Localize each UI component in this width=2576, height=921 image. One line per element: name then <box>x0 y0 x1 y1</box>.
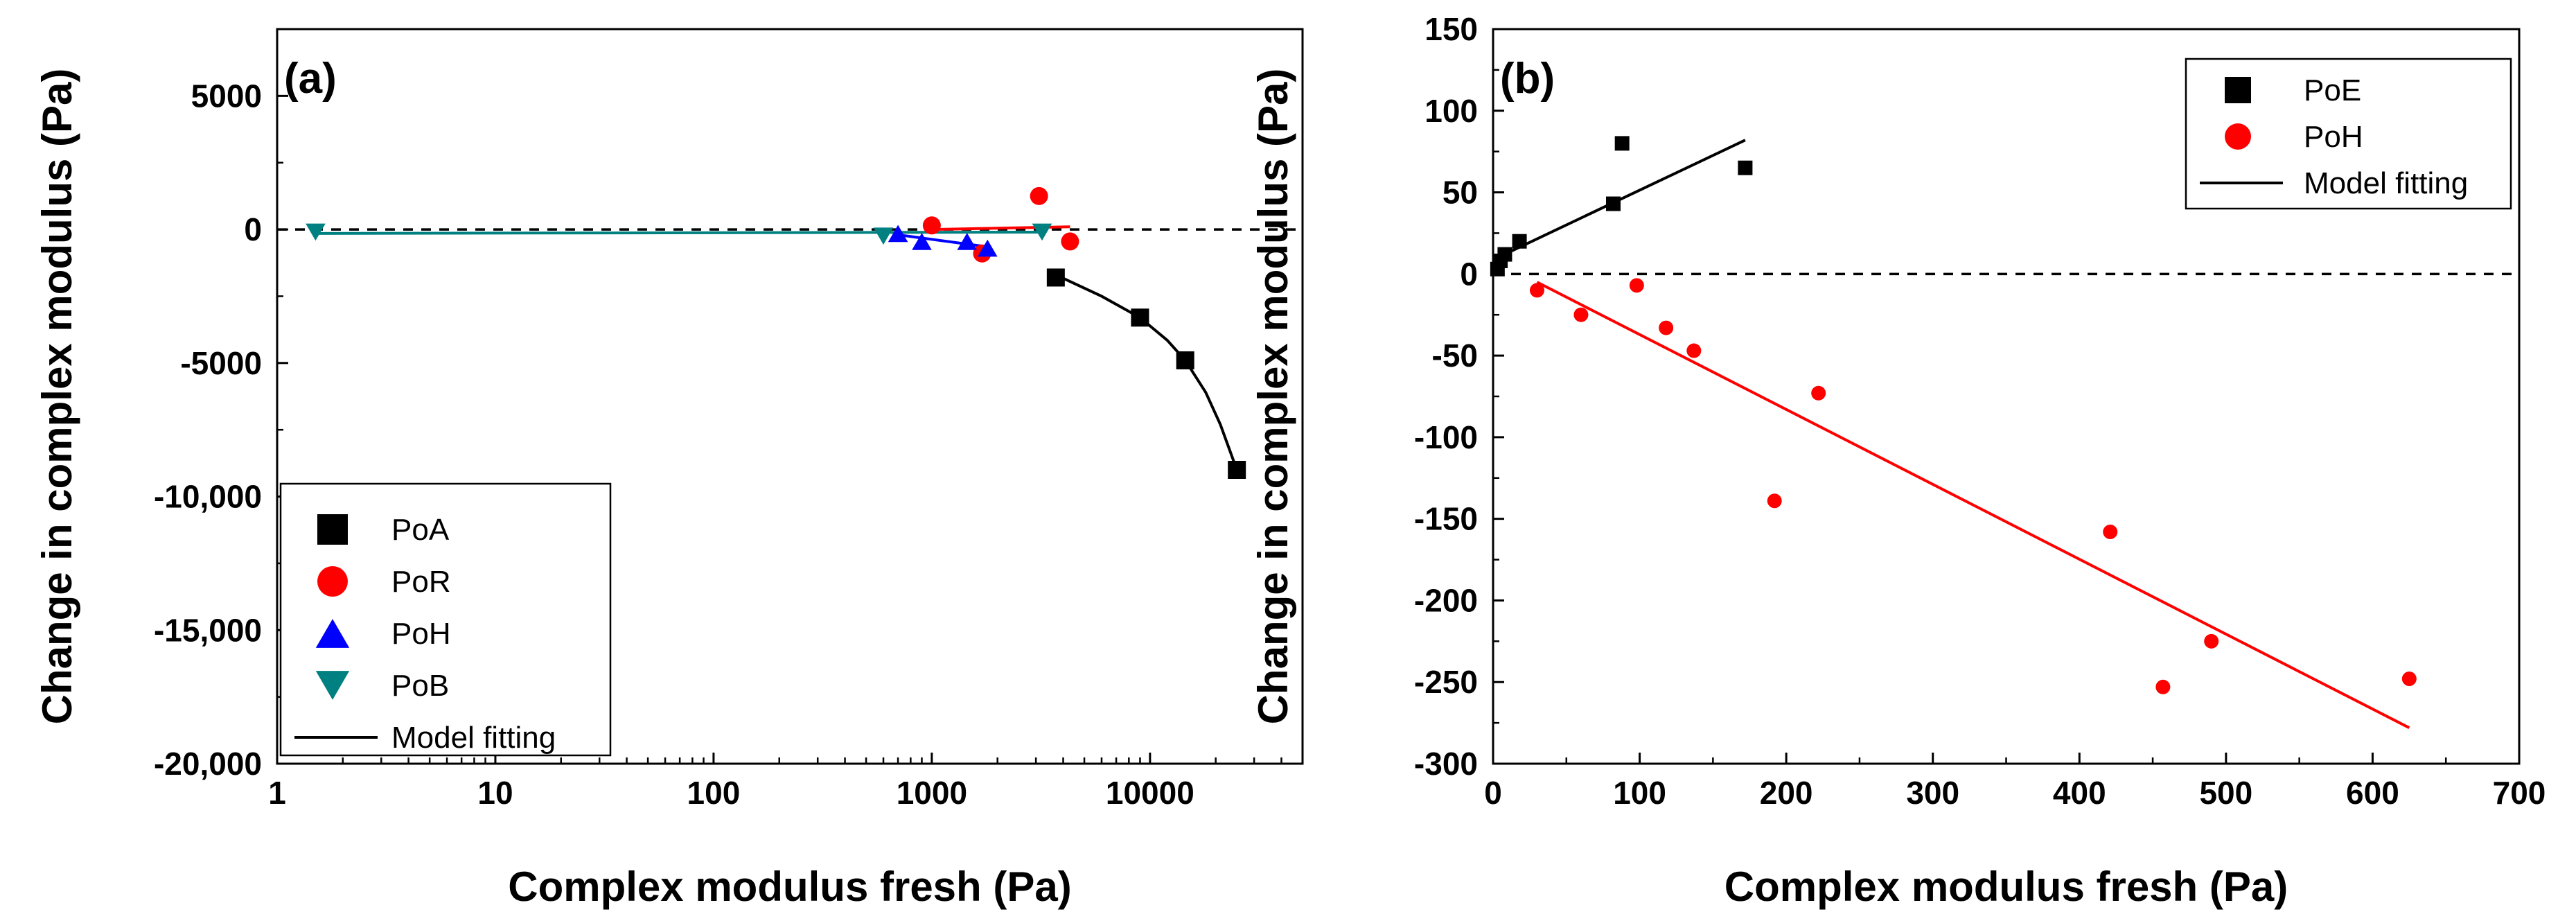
b-point-poe <box>1605 196 1621 211</box>
a-x-tick-label: 100 <box>687 775 741 811</box>
b-legend-label: PoE <box>2304 73 2361 107</box>
a-y-tick-label: -10,000 <box>154 479 262 515</box>
b-point-poe <box>1738 160 1753 175</box>
b-point-poe <box>1497 247 1512 262</box>
b-x-tick-label: 700 <box>2493 775 2546 811</box>
a-legend-symbol-pob <box>315 671 350 700</box>
b-x-tick-label: 100 <box>1613 775 1666 811</box>
b-point-poh <box>1659 320 1674 335</box>
b-point-poh <box>2401 672 2417 687</box>
b-x-axis-title: Complex modulus fresh (Pa) <box>1724 863 2288 910</box>
a-point-poa <box>1228 461 1246 479</box>
a-legend-label: PoR <box>391 565 451 599</box>
a-fit-line <box>1055 273 1239 471</box>
b-point-poh <box>1686 343 1702 358</box>
b-point-poh <box>2155 679 2171 694</box>
b-x-tick-label: 0 <box>1484 775 1502 811</box>
b-point-poh <box>1573 307 1589 322</box>
a-y-tick-label: -15,000 <box>154 612 262 648</box>
a-legend-label: PoA <box>391 513 450 547</box>
b-y-axis-title: Change in complex modulus (Pa) <box>1250 69 1296 725</box>
a-x-tick-label: 1 <box>268 775 286 811</box>
b-legend: PoE PoH Model fitting <box>2185 58 2512 210</box>
panel-a: 1 10 100 1000 10000 5000 0 -5000 -10,000 -15,000 -… <box>34 28 1304 910</box>
a-point-pob <box>306 223 326 241</box>
a-legend-symbol-poh <box>315 619 350 648</box>
b-x-tick-label: 200 <box>1760 775 1813 811</box>
b-x-tick-label: 600 <box>2346 775 2399 811</box>
b-point-poe <box>1512 234 1527 249</box>
b-y-tick-label: -100 <box>1414 419 1478 455</box>
a-legend-symbol-poa <box>317 514 348 545</box>
b-x-tick-label: 500 <box>2199 775 2252 811</box>
a-legend-label: PoH <box>391 617 451 651</box>
a-legend: PoA PoR PoH PoB Model fitting <box>279 482 612 757</box>
a-y-tick-label: -5000 <box>180 345 262 381</box>
a-point-pob <box>873 227 894 245</box>
a-point-poa <box>1046 268 1065 287</box>
b-y-tick-label: -300 <box>1414 746 1478 782</box>
b-fit-line <box>1497 139 1746 259</box>
b-point-poh <box>1811 385 1826 401</box>
b-legend-label: Model fitting <box>2304 166 2468 200</box>
a-point-por <box>922 216 941 235</box>
b-y-tick-label: 100 <box>1424 93 1478 129</box>
a-point-poa <box>1176 351 1194 369</box>
a-point-por <box>1061 232 1079 251</box>
a-y-tick-label: 5000 <box>191 78 262 114</box>
a-y-axis-title: Change in complex modulus (Pa) <box>34 69 80 725</box>
b-panel-label: (b) <box>1500 55 1555 103</box>
b-point-poe <box>1614 136 1630 151</box>
a-plot-frame <box>276 28 1304 765</box>
a-point-poa <box>1131 308 1149 327</box>
b-point-poh <box>1767 493 1782 509</box>
a-point-pob <box>1032 223 1052 241</box>
b-legend-symbol-poh <box>2225 123 2251 150</box>
b-y-tick-label: -200 <box>1414 582 1478 618</box>
b-y-tick-label: -250 <box>1414 664 1478 700</box>
b-point-poh <box>2103 525 2118 540</box>
a-legend-label: PoB <box>391 669 449 703</box>
a-legend-label: Model fitting <box>391 721 556 755</box>
b-legend-label: PoH <box>2304 120 2363 154</box>
a-x-tick-label: 10000 <box>1106 775 1194 811</box>
a-y-tick-label: 0 <box>244 211 262 247</box>
b-point-poh <box>1529 283 1544 298</box>
b-y-tick-label: 50 <box>1443 175 1478 211</box>
panel-b: 0 100 200 300 400 500 600 700150100500-50-100-1… <box>1250 11 2546 910</box>
a-x-axis-title: Complex modulus fresh (Pa) <box>508 863 1071 910</box>
a-legend-symbol-por <box>317 566 348 597</box>
a-point-poh <box>888 225 908 243</box>
a-point-poh <box>912 233 932 250</box>
b-x-tick-label: 400 <box>2053 775 2106 811</box>
a-fit-line <box>315 230 1042 235</box>
b-y-tick-label: 0 <box>1460 256 1478 292</box>
a-point-por <box>1030 186 1048 205</box>
b-point-poh <box>1629 278 1644 293</box>
a-point-poh <box>977 239 998 257</box>
b-x-tick-label: 300 <box>1906 775 1959 811</box>
b-point-poh <box>2204 633 2219 649</box>
a-x-tick-label: 10 <box>477 775 513 811</box>
a-point-poh <box>957 233 978 250</box>
b-fit-line <box>1536 281 2410 729</box>
b-y-tick-label: 150 <box>1424 11 1478 47</box>
a-x-tick-label: 1000 <box>897 775 967 811</box>
b-legend-symbol-poe <box>2225 77 2251 103</box>
a-panel-label: (a) <box>284 55 337 103</box>
b-y-tick-label: -150 <box>1414 501 1478 537</box>
b-y-tick-label: -50 <box>1432 337 1478 374</box>
a-fit-line <box>897 233 988 249</box>
a-y-tick-label: -20,000 <box>154 746 262 782</box>
